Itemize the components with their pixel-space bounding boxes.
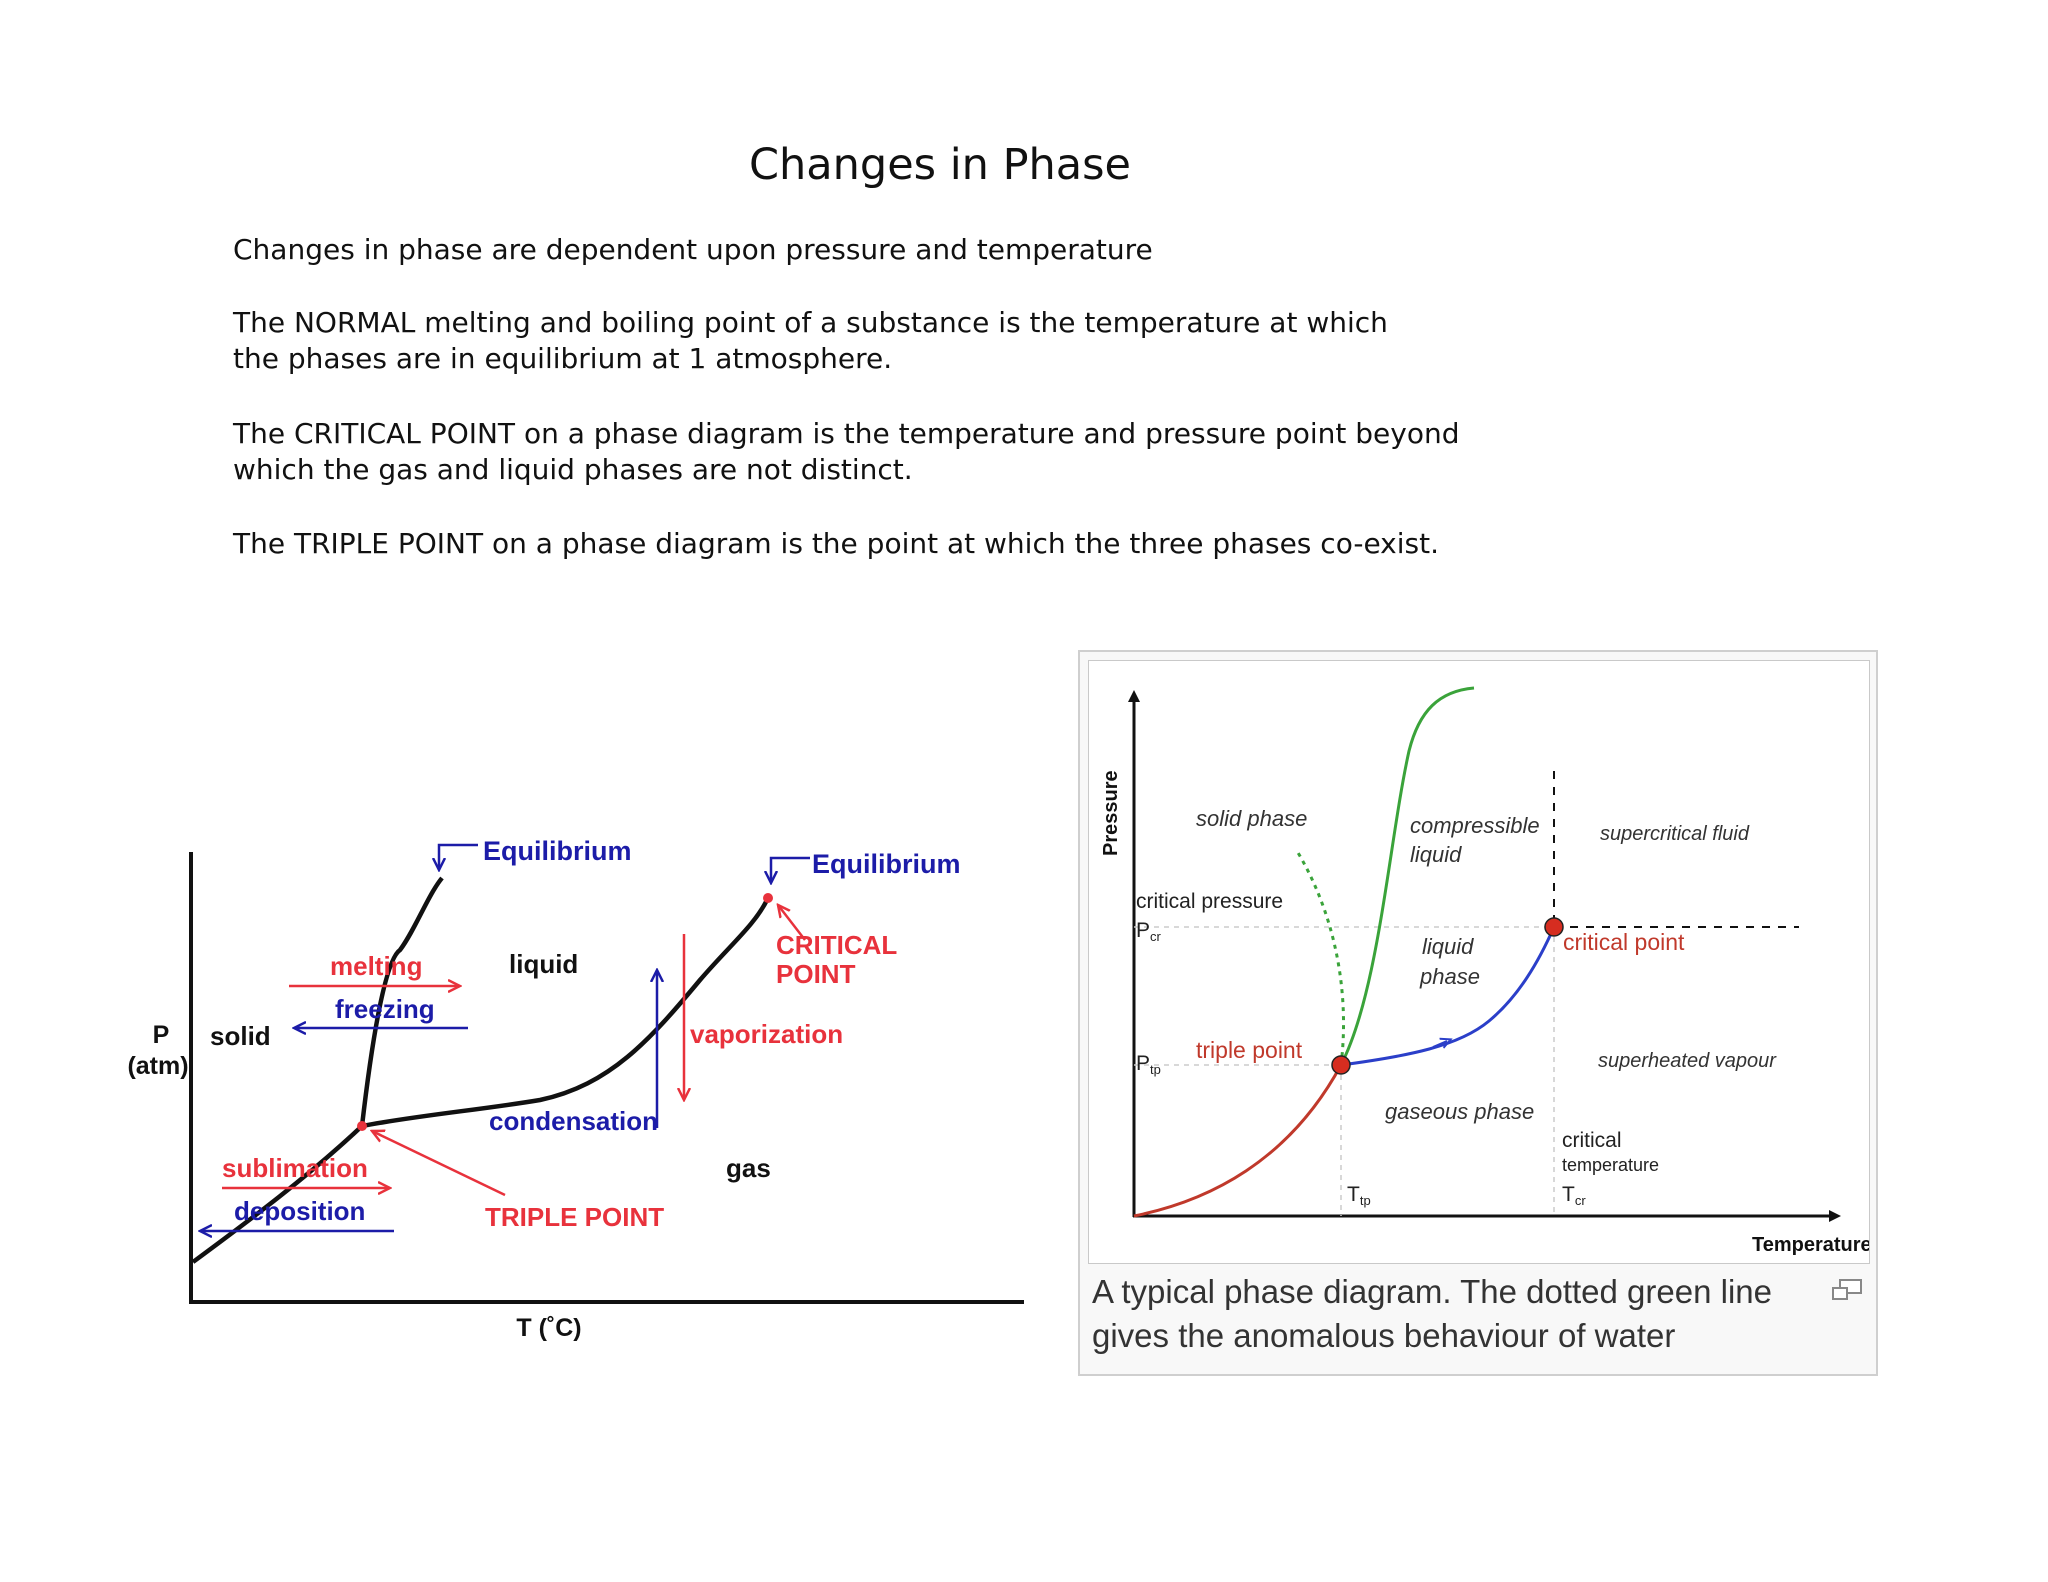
sublimation-curve — [1133, 1064, 1343, 1218]
solid-phase-label: solid phase — [1196, 806, 1307, 831]
gas-label: gas — [726, 1153, 771, 1183]
atm-axis-label: (atm) — [127, 1052, 188, 1080]
liquid-label: liquid — [509, 949, 578, 979]
phase-diagram-figure: Pressure Temperature solid phase compres… — [1078, 650, 1878, 1376]
t-tp-label: Ttp — [1347, 1183, 1371, 1208]
p-axis-label: P — [153, 1021, 170, 1049]
equilibrium-label-1: Equilibrium — [483, 836, 632, 866]
t-cr-label: Tcr — [1562, 1183, 1586, 1208]
deposition-label: deposition — [234, 1196, 365, 1226]
sublimation-label: sublimation — [222, 1153, 368, 1183]
critical-label-1: CRITICAL — [776, 930, 897, 960]
figure-caption: A typical phase diagram. The dotted gree… — [1092, 1273, 1772, 1354]
vaporization-direction-arrow — [1432, 1041, 1447, 1047]
solid-label: solid — [210, 1021, 271, 1051]
triple-point-label: TRIPLE POINT — [485, 1202, 664, 1232]
critical-point-paragraph: The CRITICAL POINT on a phase diagram is… — [233, 417, 1460, 486]
sublimation-curve — [191, 1124, 364, 1264]
triple-point-paragraph: The TRIPLE POINT on a phase diagram is t… — [233, 527, 1439, 560]
critical-point-pointer — [778, 905, 806, 941]
freezing-label: freezing — [335, 994, 435, 1024]
vaporization-label: vaporization — [690, 1019, 843, 1049]
critical-pressure-label: critical pressure — [1136, 890, 1283, 913]
compressible-liquid-label-2: liquid — [1410, 842, 1462, 867]
liquid-phase-label-2: phase — [1419, 964, 1480, 989]
p-tp-label: Ptp — [1136, 1052, 1161, 1077]
triple-point-marker — [1331, 1055, 1351, 1075]
normal-point-paragraph: The NORMAL melting and boiling point of … — [233, 306, 1388, 375]
critical-label-2: POINT — [776, 959, 856, 989]
critical-point-label: critical point — [1563, 929, 1685, 955]
phase-diagram-image: Pressure Temperature solid phase compres… — [1088, 660, 1870, 1264]
left-phase-diagram: Equilibrium Equilibrium melting freezing… — [127, 836, 1024, 1342]
equilibrium-arrow-2 — [771, 856, 810, 883]
temperature-axis-label: T (˚C) — [516, 1314, 581, 1342]
page-title: Changes in Phase — [749, 140, 1131, 190]
temperature-axis-label: Temperature — [1752, 1234, 1869, 1256]
critical-point-marker — [1544, 917, 1564, 937]
equilibrium-label-2: Equilibrium — [812, 849, 961, 879]
enlarge-icon[interactable] — [1830, 1278, 1864, 1304]
intro-paragraph: Changes in phase are dependent upon pres… — [233, 233, 1153, 266]
fusion-curve — [1339, 686, 1475, 1066]
critical-point-dot — [763, 893, 773, 903]
melting-curve — [359, 876, 444, 1127]
water-fusion-curve — [1295, 850, 1346, 1066]
liquid-phase-label-1: liquid — [1422, 934, 1474, 959]
melting-label: melting — [330, 951, 422, 981]
superheated-vapour-label: superheated vapour — [1598, 1050, 1777, 1072]
triple-point-label: triple point — [1196, 1037, 1303, 1063]
equilibrium-arrow-1 — [439, 843, 478, 870]
p-cr-label: Pcr — [1136, 919, 1162, 944]
vaporization-curve — [361, 897, 771, 1129]
vaporization-curve — [1340, 926, 1556, 1067]
gaseous-phase-label: gaseous phase — [1385, 1099, 1534, 1124]
critical-temperature-label-1: critical — [1562, 1129, 1622, 1152]
triple-point-dot — [357, 1121, 367, 1131]
supercritical-fluid-label: supercritical fluid — [1600, 823, 1750, 845]
pressure-axis-label: Pressure — [1100, 770, 1122, 856]
critical-temperature-label-2: temperature — [1562, 1155, 1659, 1175]
compressible-liquid-label-1: compressible — [1410, 813, 1540, 838]
condensation-label: condensation — [489, 1106, 658, 1136]
triple-point-pointer — [372, 1131, 506, 1197]
